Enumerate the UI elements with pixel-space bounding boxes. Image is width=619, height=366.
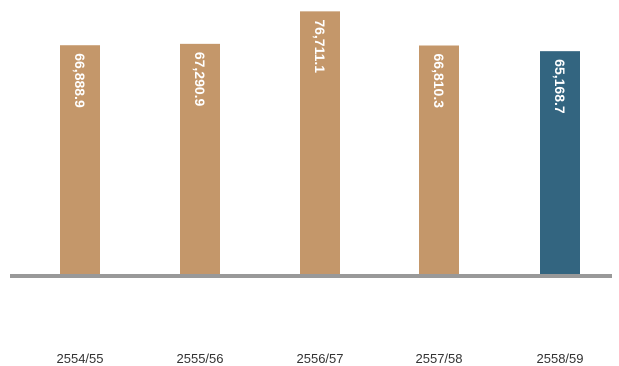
bar-2555/56 <box>180 43 220 277</box>
bar-2557/58 <box>419 45 459 277</box>
category-labels-group: 2554/55 2555/56 2556/57 2557/58 2558/59 <box>57 351 584 366</box>
category-label-2556/57: 2556/57 <box>297 351 344 366</box>
bar-2554/55 <box>60 45 100 277</box>
data-label-2554/55: 66,888.9 <box>72 53 88 108</box>
data-labels-group: 66,888.9 67,290.9 76,711.1 66,810.3 65,168.7 <box>72 19 568 114</box>
category-label-2557/58: 2557/58 <box>416 351 463 366</box>
bar-2558/59 <box>540 51 580 276</box>
category-label-2558/59: 2558/59 <box>537 351 584 366</box>
category-label-2554/55: 2554/55 <box>57 351 104 366</box>
data-label-2556/57: 76,711.1 <box>312 19 328 73</box>
category-label-2555/56: 2555/56 <box>177 351 224 366</box>
bar-2556/57 <box>300 11 340 276</box>
data-label-2557/58: 66,810.3 <box>431 54 447 109</box>
data-label-2555/56: 67,290.9 <box>192 52 208 107</box>
bars-group <box>60 11 580 277</box>
data-label-2558/59: 65,168.7 <box>552 59 568 114</box>
